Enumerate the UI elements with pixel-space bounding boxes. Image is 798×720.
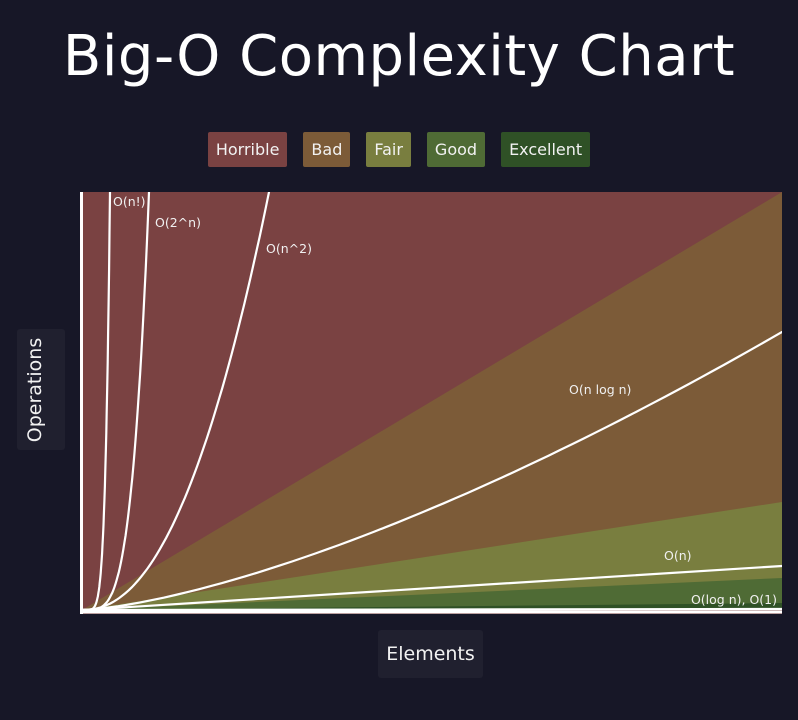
x-axis-label: Elements (378, 630, 483, 678)
complexity-chart: O(n!) O(2^n) O(n^2) O(n log n) O(n) O(log n),… (80, 192, 782, 614)
chart-curves (80, 192, 782, 612)
curve-linear (80, 564, 782, 612)
curve-nlogn (80, 330, 782, 612)
label-exponential: O(2^n) (155, 215, 201, 230)
legend-item-bad: Bad (303, 132, 351, 167)
chart-axes (80, 192, 782, 614)
curve-quadratic (80, 192, 271, 612)
region-fair (82, 502, 782, 610)
chart-curve-labels: O(n!) O(2^n) O(n^2) O(n log n) O(n) O(log n),… (113, 194, 777, 607)
label-factorial: O(n!) (113, 194, 146, 209)
legend-item-good: Good (426, 132, 486, 167)
legend-item-horrible: Horrible (207, 132, 288, 167)
y-axis-label: Operations (24, 337, 46, 443)
legend-item-excellent: Excellent (501, 132, 591, 167)
label-linear: O(n) (664, 548, 692, 563)
label-quadratic: O(n^2) (266, 241, 312, 256)
label-nlogn: O(n log n) (569, 382, 631, 397)
region-good (82, 578, 782, 610)
curve-log-constant (80, 607, 782, 612)
label-log-constant: O(log n), O(1) (691, 592, 777, 607)
y-axis-label-box (17, 329, 65, 450)
chart-title: Big-O Complexity Chart (62, 24, 736, 89)
legend: Horrible Bad Fair Good Excellent (0, 132, 798, 167)
region-bad (82, 192, 782, 610)
legend-item-fair: Fair (366, 132, 411, 167)
